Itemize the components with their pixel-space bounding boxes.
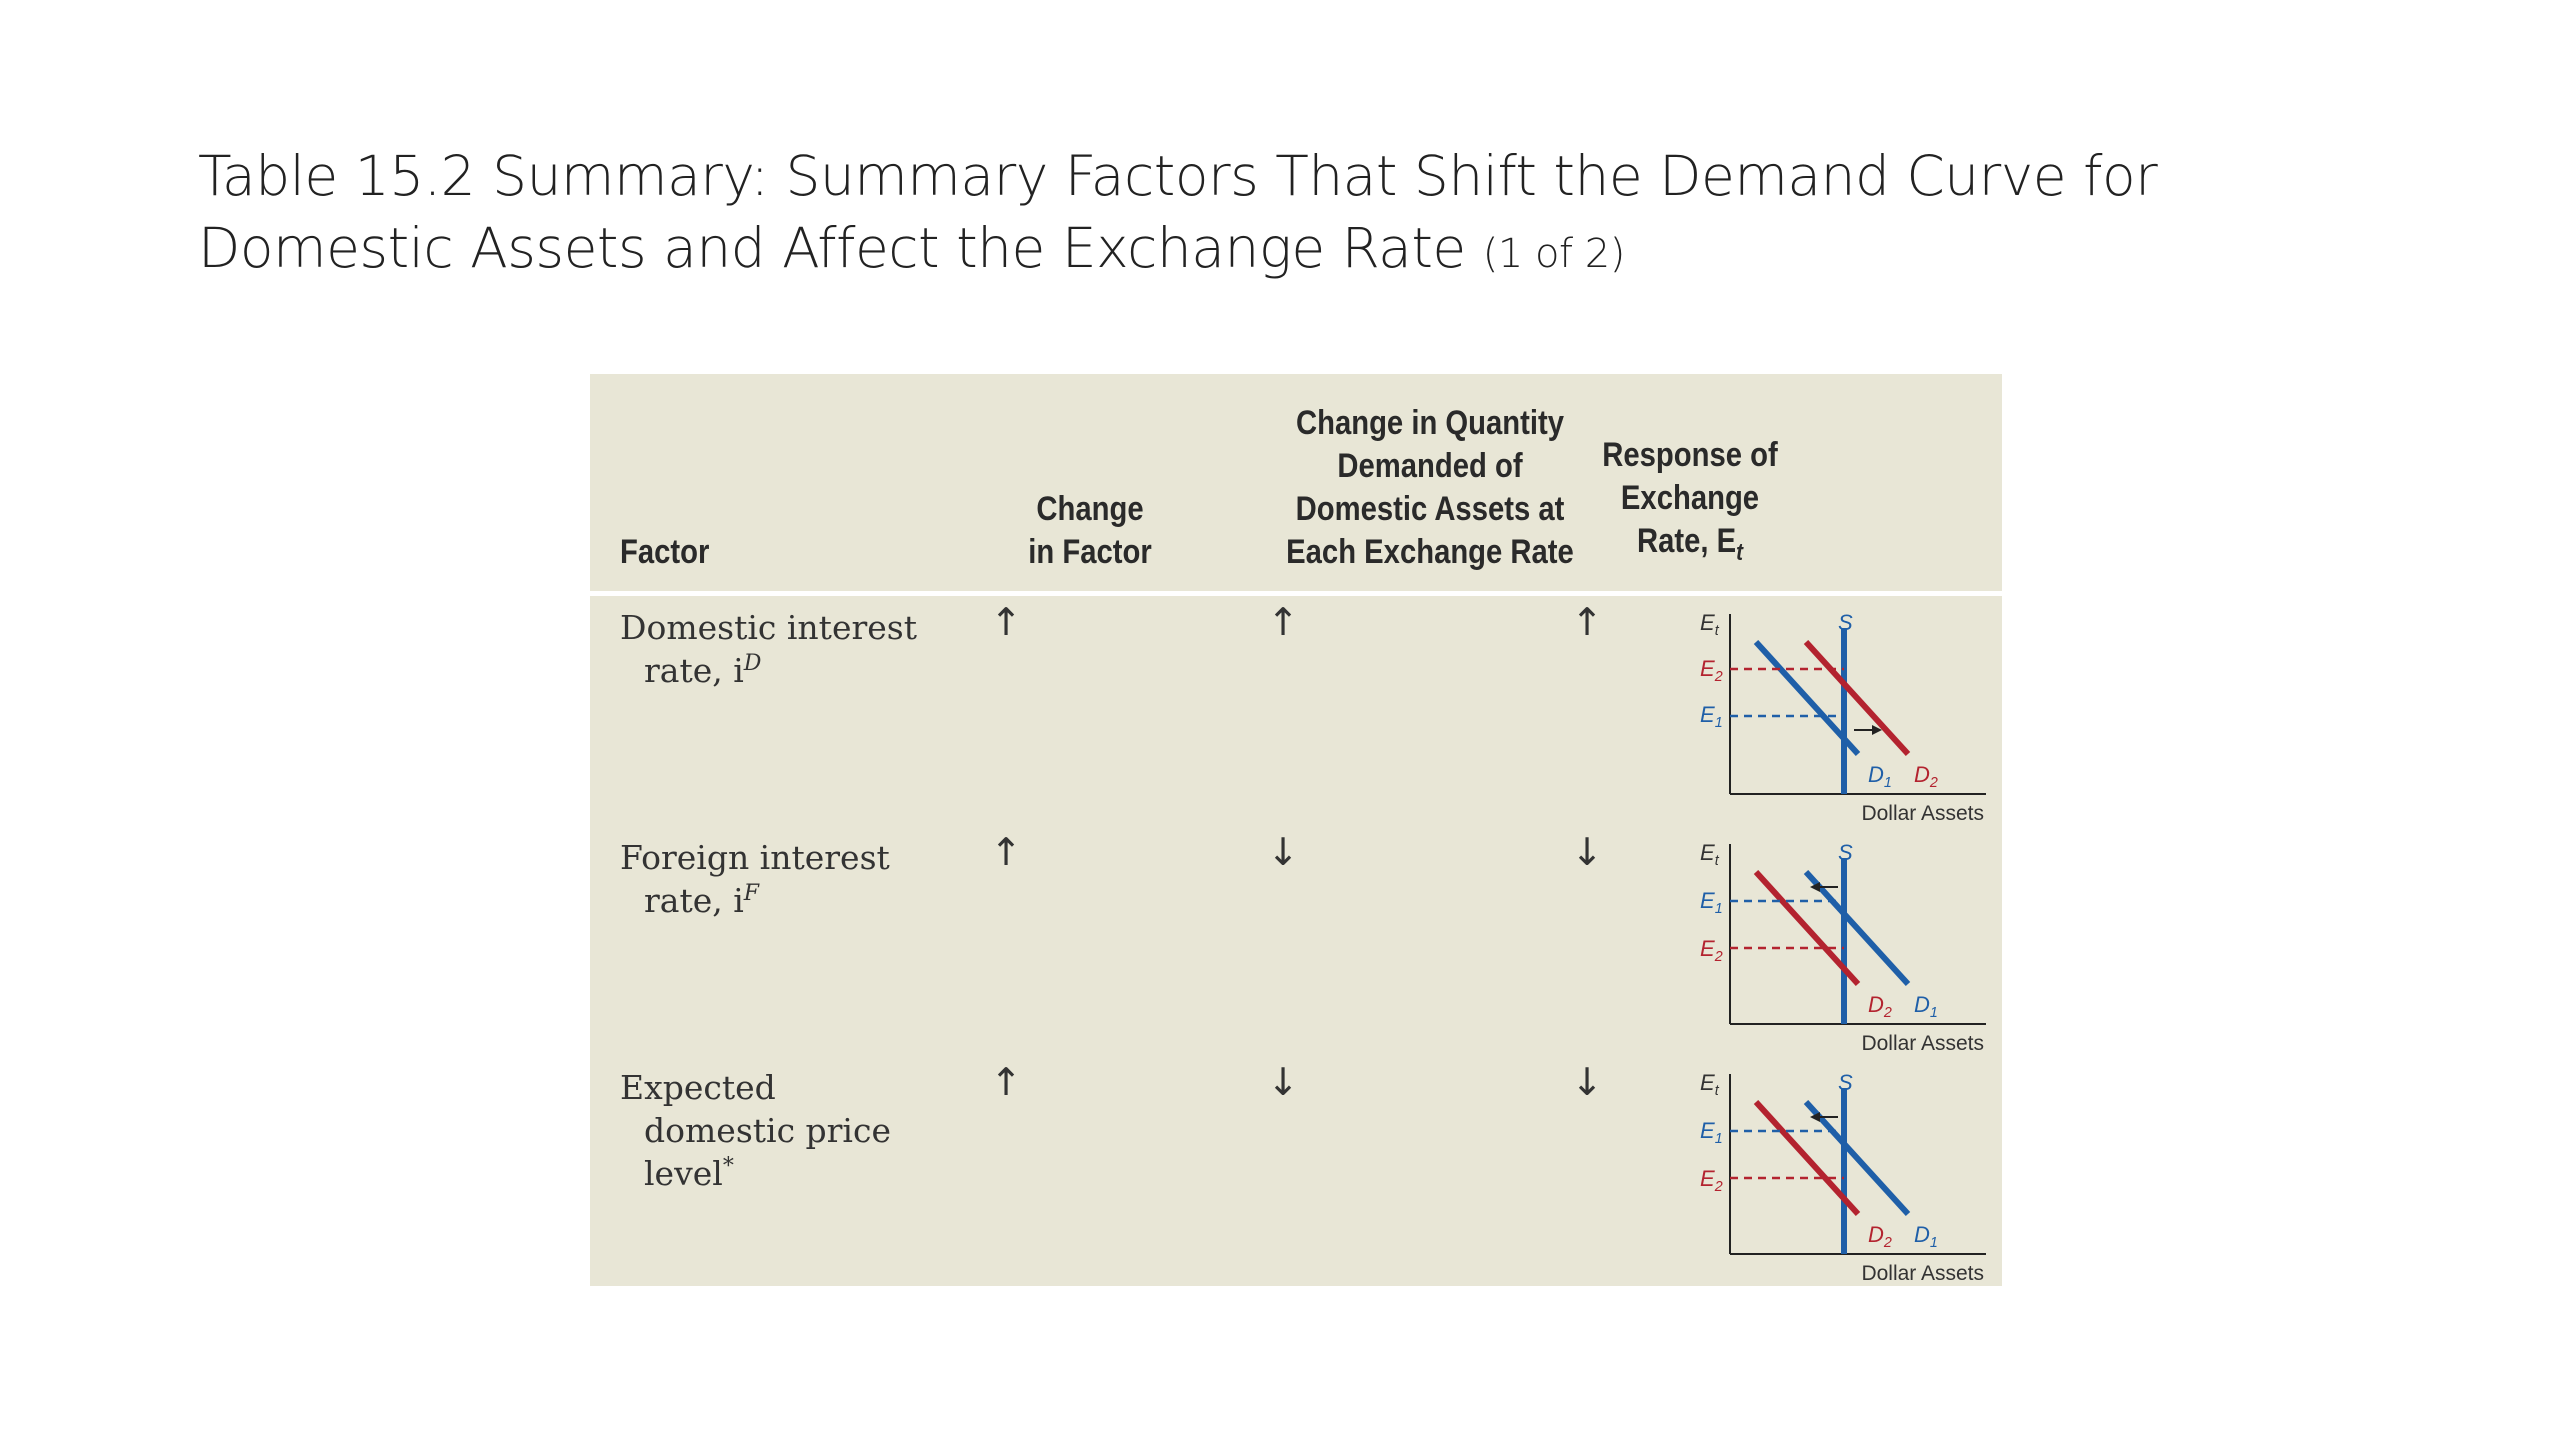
curve-b-label: D2: [1914, 762, 1938, 791]
lower-rate-label: E1: [1700, 702, 1723, 731]
title-sub: (1 of 2): [1482, 231, 1626, 277]
table-row: Foreign interest rate, iF ↑ ↓ ↓ Et E1 E2 S D2 D1 Do…: [590, 830, 2002, 1066]
demand-shift-chart: Et E1 E2 S D2 D1 Dollar Assets: [1700, 840, 1986, 1055]
header-divider: [590, 591, 2002, 596]
supply-label: S: [1838, 840, 1853, 865]
shift-arrow-head: [1872, 725, 1882, 735]
factor-label: Expected domestic price level*: [620, 1068, 892, 1193]
demand-curve-d2: [1753, 869, 1861, 987]
shift-arrow-head: [1810, 1112, 1820, 1122]
demand-shift-chart: Et E2 E1 S D1 D2 Dollar Assets: [1700, 610, 1986, 825]
header-factor: Factor: [620, 533, 710, 571]
x-axis-label: Dollar Assets: [1861, 802, 1984, 825]
upper-rate-label: E1: [1700, 888, 1723, 917]
curve-b-label: D1: [1914, 1222, 1938, 1251]
curve-a-label: D1: [1868, 762, 1892, 791]
factor-label: Foreign interest rate, iF: [620, 838, 890, 920]
table-row: Domestic interest rate, iD ↑ ↑ ↑ Et E2 E1 S D1 D2 D…: [590, 600, 2002, 836]
demand-curve-d1: [1803, 1099, 1911, 1217]
title-main: Table 15.2 Summary: Summary Factors That…: [198, 144, 2158, 280]
summary-table: Factor Change in Factor Change in Quanti…: [590, 374, 2002, 1286]
header-response-of-exchange-rate: Response of Exchange Rate, Et: [1602, 436, 1778, 566]
demand-curve-d1: [1753, 639, 1861, 757]
change-arrow: ↑: [990, 600, 1022, 644]
qty-arrow: ↓: [1267, 1060, 1299, 1104]
factor-label: Domestic interest rate, iD: [620, 608, 917, 690]
supply-label: S: [1838, 610, 1853, 635]
x-axis-label: Dollar Assets: [1861, 1262, 1984, 1285]
demand-curve-d2: [1803, 639, 1911, 757]
upper-rate-label: E1: [1700, 1118, 1723, 1147]
x-axis-label: Dollar Assets: [1861, 1032, 1984, 1055]
slide-title: Table 15.2 Summary: Summary Factors That…: [198, 140, 2418, 290]
y-axis-label: Et: [1700, 610, 1720, 639]
header-change-in-quantity: Change in Quantity Demanded of Domestic …: [1286, 404, 1574, 571]
y-axis-label: Et: [1700, 840, 1720, 869]
demand-curve-d2: [1753, 1099, 1861, 1217]
demand-shift-chart: Et E1 E2 S D2 D1 Dollar Assets: [1700, 1070, 1986, 1285]
shift-arrow-head: [1810, 882, 1820, 892]
response-arrow: ↓: [1571, 1060, 1603, 1104]
table-header: Factor Change in Factor Change in Quanti…: [590, 374, 2002, 574]
qty-arrow: ↓: [1267, 830, 1299, 874]
qty-arrow: ↑: [1267, 600, 1299, 644]
curve-a-label: D2: [1868, 992, 1892, 1021]
demand-curve-d1: [1803, 869, 1911, 987]
curve-a-label: D2: [1868, 1222, 1892, 1251]
header-change-in-factor: Change in Factor: [1028, 490, 1152, 571]
change-arrow: ↑: [990, 1060, 1022, 1104]
change-arrow: ↑: [990, 830, 1022, 874]
lower-rate-label: E2: [1700, 936, 1723, 965]
response-arrow: ↑: [1571, 600, 1603, 644]
table-row: Expected domestic price level* ↑ ↓ ↓ Et E1 E2 S D2…: [590, 1060, 2002, 1296]
lower-rate-label: E2: [1700, 1166, 1723, 1195]
supply-label: S: [1838, 1070, 1853, 1095]
curve-b-label: D1: [1914, 992, 1938, 1021]
response-arrow: ↓: [1571, 830, 1603, 874]
y-axis-label: Et: [1700, 1070, 1720, 1099]
upper-rate-label: E2: [1700, 656, 1723, 685]
